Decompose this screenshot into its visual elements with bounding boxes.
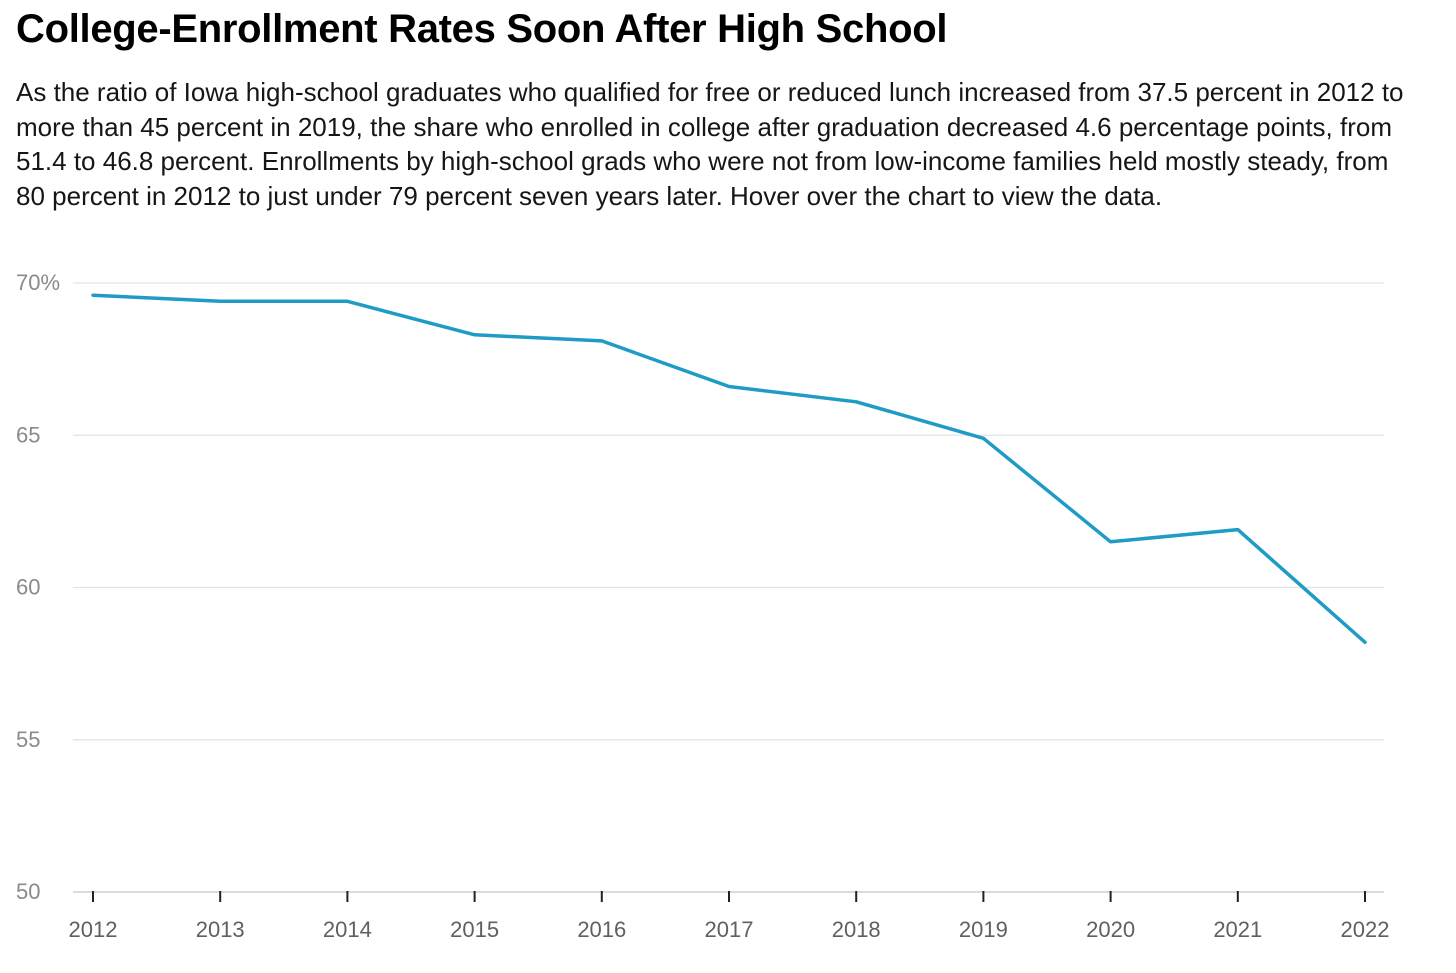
series-line <box>91 293 1367 645</box>
data-point[interactable] <box>1104 535 1118 549</box>
x-tick-label: 2016 <box>577 917 626 942</box>
y-axis: 50 55 60 65 70% <box>16 270 60 904</box>
data-point[interactable] <box>86 288 100 302</box>
data-point[interactable] <box>468 328 482 342</box>
y-tick-label: 50 <box>16 879 40 904</box>
data-point[interactable] <box>849 395 863 409</box>
data-point[interactable] <box>213 294 227 308</box>
x-tick-label: 2012 <box>69 917 118 942</box>
data-point[interactable] <box>340 294 354 308</box>
chart-title: College-Enrollment Rates Soon After High… <box>16 7 948 51</box>
x-tick-label: 2018 <box>832 917 881 942</box>
data-point[interactable] <box>1231 523 1245 537</box>
data-point[interactable] <box>976 431 990 445</box>
x-tick-label: 2020 <box>1086 917 1135 942</box>
x-tick-label: 2017 <box>705 917 754 942</box>
y-tick-label: 70% <box>16 270 60 295</box>
series-layer <box>86 288 1372 649</box>
x-tick-label: 2014 <box>323 917 372 942</box>
x-tick-label: 2022 <box>1341 917 1390 942</box>
data-point[interactable] <box>1358 635 1372 649</box>
chart-subtitle: As the ratio of Iowa high-school graduat… <box>16 77 1404 211</box>
y-tick-label: 65 <box>16 422 40 447</box>
x-tick-label: 2021 <box>1213 917 1262 942</box>
x-tick-label: 2019 <box>959 917 1008 942</box>
x-tick-label: 2013 <box>196 917 245 942</box>
data-point[interactable] <box>595 334 609 348</box>
grid-lines <box>73 282 1384 893</box>
data-point[interactable] <box>722 380 736 394</box>
y-tick-label: 60 <box>16 575 40 600</box>
x-axis: 2012 2013 2014 2015 2016 2017 2018 2019 2020 2021… <box>69 891 1390 942</box>
y-tick-label: 55 <box>16 727 40 752</box>
x-tick-label: 2015 <box>450 917 499 942</box>
